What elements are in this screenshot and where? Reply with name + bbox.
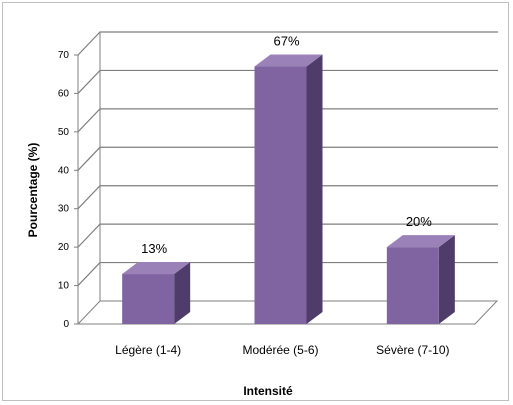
gridlines: [77, 31, 498, 286]
chart-walls: [76, 32, 499, 325]
gridline: [77, 223, 498, 248]
bar-front: [122, 274, 175, 324]
data-labels: 13% 67% 20%: [141, 34, 432, 257]
y-tick-label: 40: [58, 165, 70, 176]
x-category-label: Légère (1-4): [115, 343, 181, 357]
gridline: [77, 31, 498, 56]
bar-top: [254, 54, 323, 67]
chart-floor: [76, 300, 499, 325]
y-tick-label: 60: [58, 88, 70, 99]
x-axis-title: Intensité: [243, 384, 293, 398]
y-axis-ticks: 0 10 20 30 40 50 60 70: [58, 50, 78, 330]
bar: [122, 262, 191, 324]
gridline: [77, 261, 498, 286]
data-label: 67%: [273, 34, 299, 49]
gridline: [77, 146, 498, 171]
bar-front: [386, 247, 439, 324]
bar-top: [386, 235, 455, 248]
x-category-label: Modérée (5-6): [242, 343, 318, 357]
data-label: 13%: [141, 241, 167, 256]
gridline: [77, 69, 498, 94]
bar-top: [122, 262, 191, 275]
y-tick-label: 50: [58, 127, 70, 138]
bar-side: [306, 54, 323, 325]
y-tick-label: 0: [63, 319, 69, 330]
y-tick-label: 20: [58, 242, 70, 253]
x-axis-categories: Légère (1-4) Modérée (5-6) Sévère (7-10): [115, 343, 449, 357]
y-axis-title: Pourcentage (%): [26, 143, 40, 238]
bar-side: [438, 235, 455, 324]
y-tick-label: 10: [58, 281, 70, 292]
bar-front: [254, 66, 307, 325]
bar: [386, 235, 455, 324]
bar: [254, 54, 323, 325]
bars: [122, 54, 455, 325]
bar-side: [174, 262, 191, 324]
x-category-label: Sévère (7-10): [376, 343, 449, 357]
gridline: [77, 108, 498, 133]
data-label: 20%: [406, 214, 432, 229]
gridline: [77, 185, 498, 210]
y-tick-label: 70: [58, 50, 70, 61]
y-tick-label: 30: [58, 204, 70, 215]
